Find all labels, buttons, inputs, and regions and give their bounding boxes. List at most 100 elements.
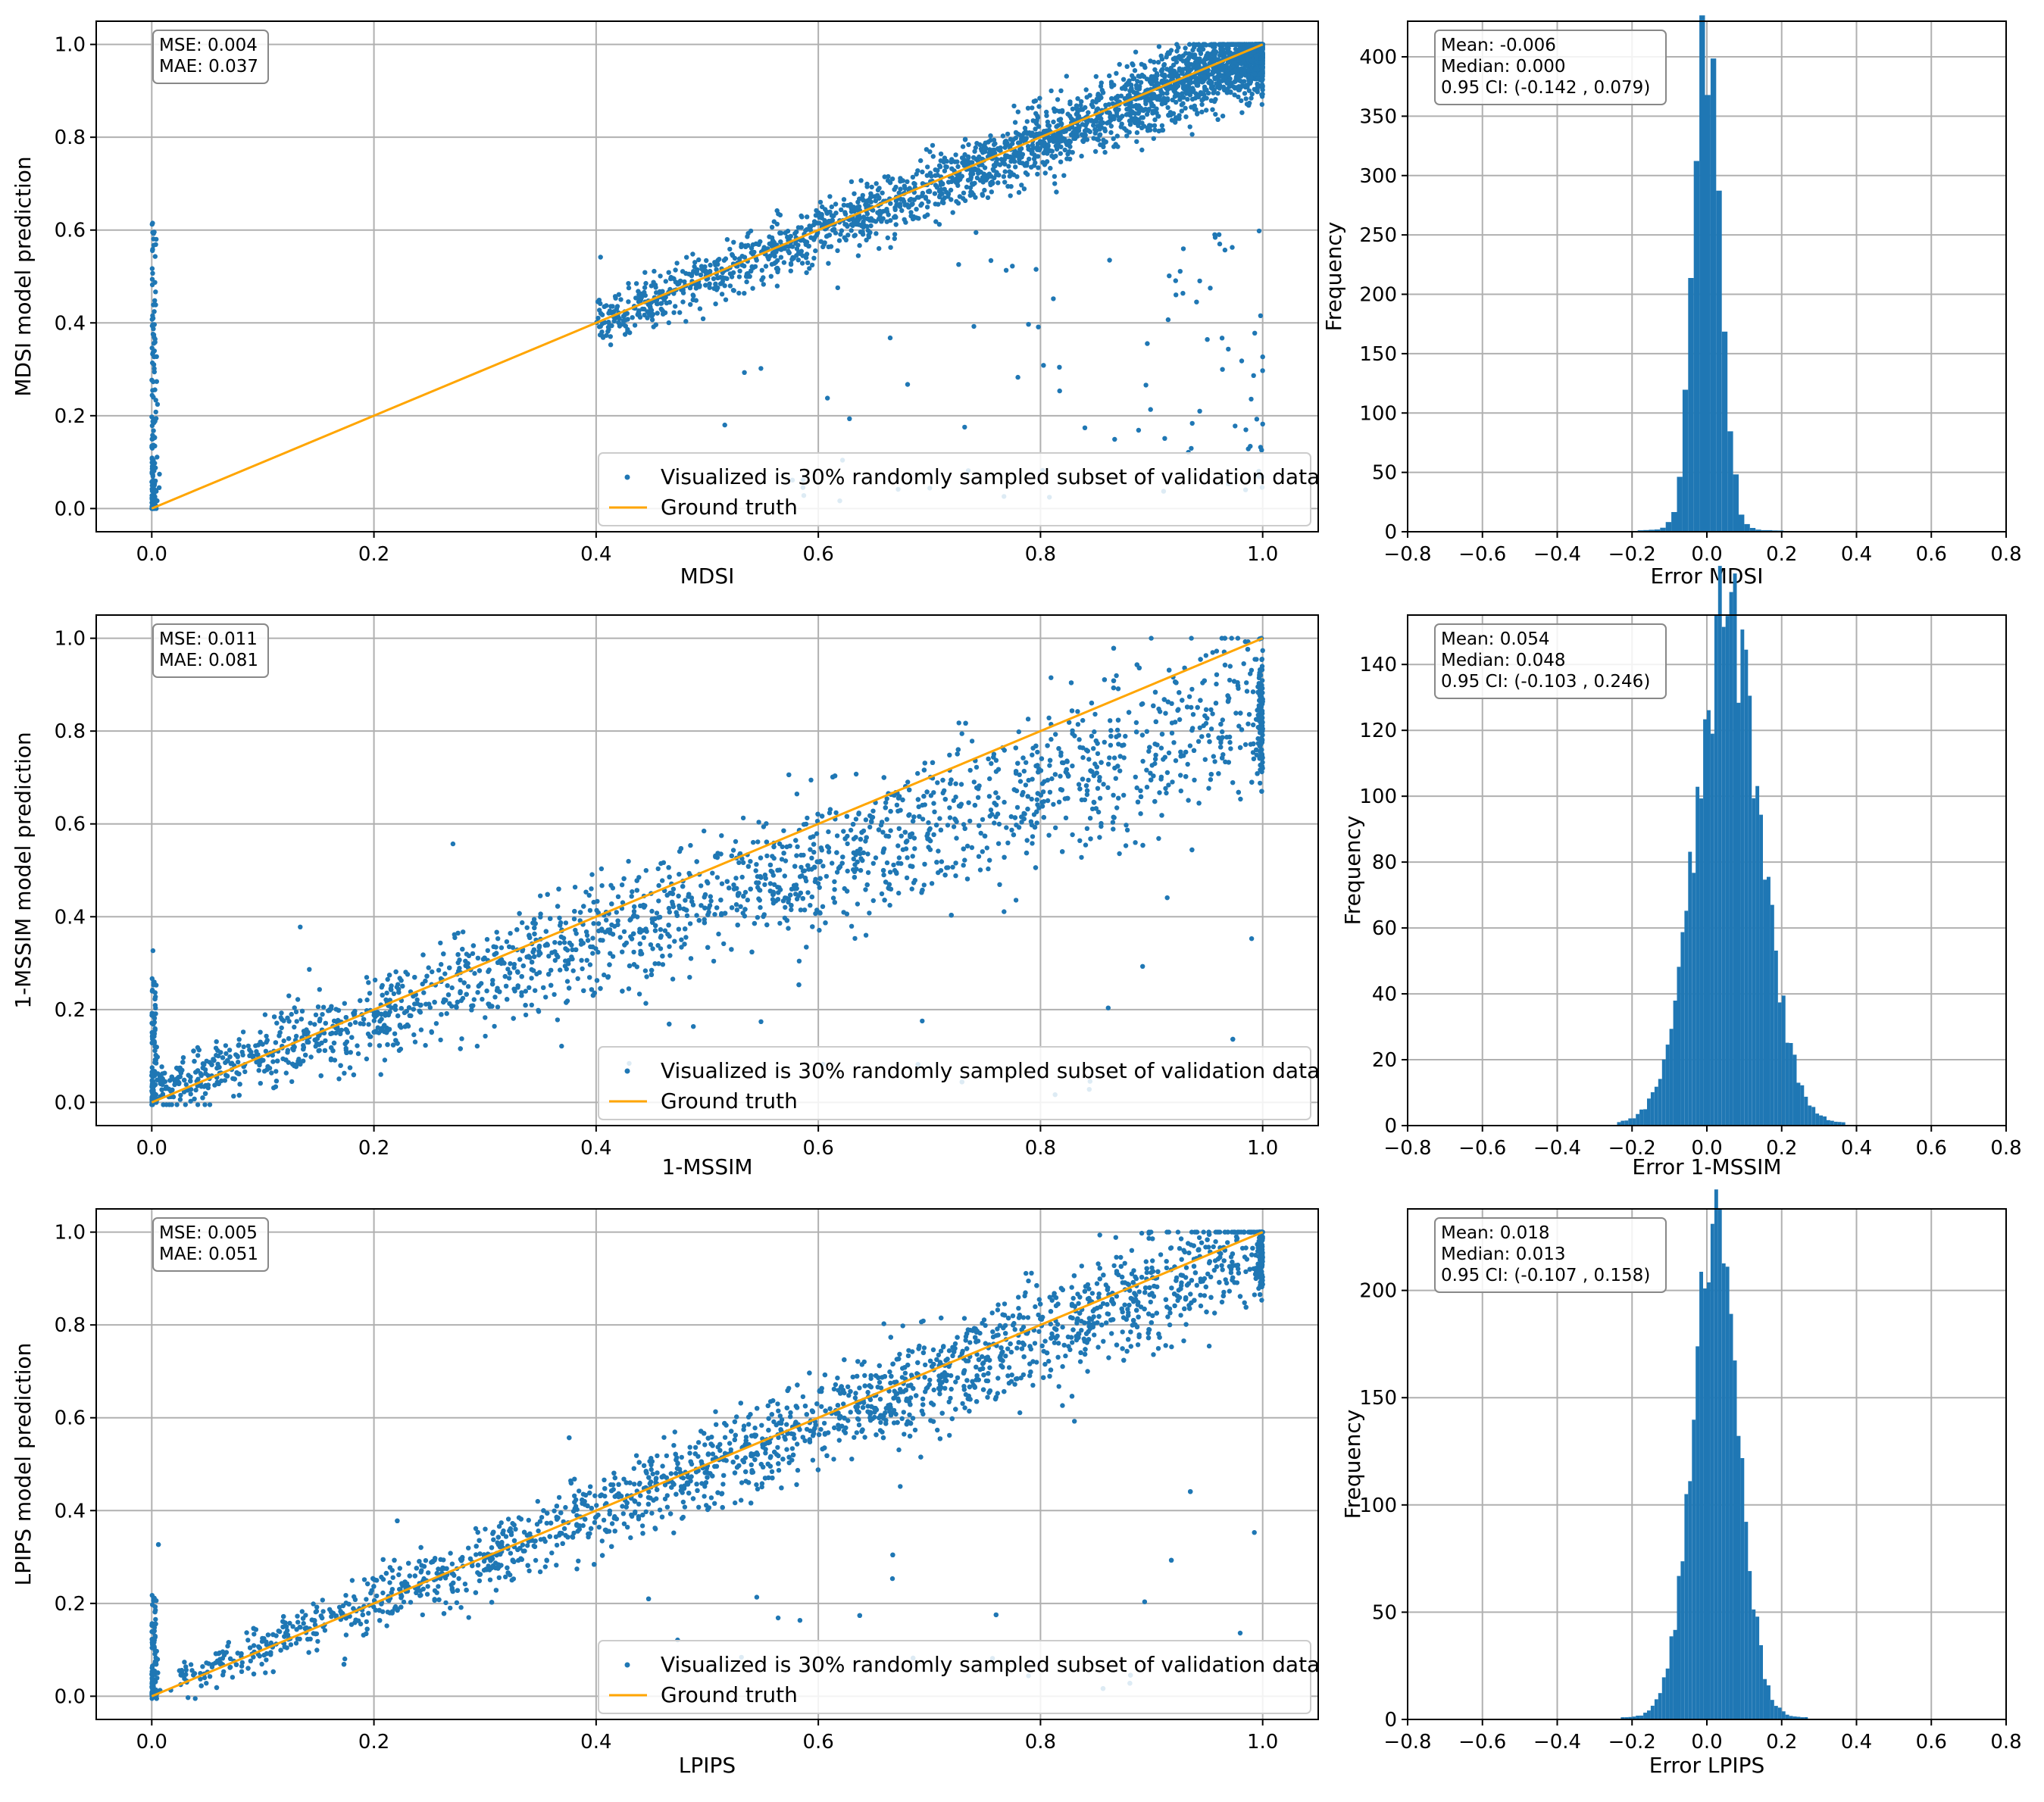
- data-point: [642, 289, 647, 295]
- data-point: [391, 991, 397, 997]
- data-point: [799, 261, 805, 266]
- data-point: [969, 739, 975, 744]
- data-point: [1008, 136, 1014, 142]
- data-point: [736, 256, 742, 261]
- data-point: [930, 142, 936, 148]
- data-point: [1058, 120, 1064, 126]
- data-point: [722, 283, 727, 289]
- data-point: [621, 929, 627, 935]
- data-point: [984, 845, 990, 851]
- data-point: [1186, 798, 1191, 803]
- data-point: [982, 143, 987, 148]
- data-point: [1094, 107, 1099, 113]
- data-point: [240, 1052, 245, 1058]
- x-tick-label: 1.0: [1247, 543, 1278, 566]
- data-point: [1032, 152, 1037, 158]
- data-point: [1111, 83, 1117, 88]
- data-point: [1041, 129, 1047, 134]
- data-point: [1024, 119, 1030, 124]
- data-point: [1111, 792, 1116, 798]
- data-point: [1186, 55, 1192, 61]
- data-point: [1105, 785, 1111, 791]
- histogram-bar: [1693, 161, 1700, 532]
- data-point: [711, 276, 717, 282]
- data-point: [1036, 165, 1041, 170]
- data-point: [795, 225, 802, 230]
- data-point: [839, 207, 844, 213]
- data-point: [748, 228, 754, 234]
- data-point: [1026, 322, 1031, 327]
- data-point: [1167, 73, 1172, 79]
- data-point: [529, 1002, 534, 1008]
- data-point: [936, 163, 942, 168]
- data-point: [666, 270, 671, 275]
- data-point: [609, 323, 614, 329]
- data-point: [1136, 427, 1142, 433]
- data-point: [155, 454, 160, 460]
- data-point: [930, 154, 936, 159]
- data-point: [758, 366, 764, 371]
- data-point: [152, 230, 157, 235]
- data-point: [149, 221, 155, 227]
- x-tick-label: 0.8: [1990, 543, 2021, 566]
- y-tick-label: 0: [1384, 521, 1397, 544]
- data-point: [808, 227, 814, 233]
- data-point: [710, 870, 715, 876]
- data-point: [1164, 895, 1170, 901]
- data-point: [785, 234, 790, 240]
- data-point: [774, 249, 779, 255]
- data-point: [694, 270, 699, 276]
- data-point: [195, 1102, 201, 1107]
- data-point: [743, 244, 749, 249]
- data-point: [552, 992, 557, 998]
- x-tick-label: 0.6: [802, 543, 833, 566]
- data-point: [1058, 117, 1064, 122]
- data-point: [1054, 123, 1059, 130]
- data-point: [610, 304, 615, 309]
- data-point: [708, 262, 713, 268]
- data-point: [994, 172, 999, 177]
- data-point: [949, 157, 955, 162]
- data-point: [1220, 42, 1227, 47]
- data-point: [944, 164, 949, 170]
- data-point: [785, 228, 791, 234]
- data-point: [1025, 172, 1030, 177]
- data-point: [867, 230, 873, 236]
- data-point: [492, 1023, 497, 1029]
- data-point: [942, 155, 948, 161]
- data-point: [1010, 141, 1015, 146]
- data-point: [1056, 799, 1062, 805]
- data-point: [905, 382, 911, 387]
- data-point: [836, 238, 842, 243]
- data-point: [633, 295, 639, 301]
- data-point: [1185, 96, 1190, 102]
- data-point: [536, 1007, 541, 1013]
- data-point: [928, 793, 934, 798]
- data-point: [1186, 694, 1192, 699]
- data-point: [1183, 114, 1189, 120]
- data-point: [690, 297, 695, 303]
- data-point: [763, 264, 769, 269]
- data-point: [936, 848, 941, 854]
- data-point: [1058, 753, 1064, 758]
- data-point: [1116, 795, 1121, 801]
- legend-point-marker: [624, 474, 630, 480]
- data-point: [896, 190, 902, 195]
- data-point: [1025, 717, 1031, 722]
- data-point: [1061, 173, 1067, 178]
- data-point: [931, 801, 936, 806]
- data-point: [787, 843, 792, 849]
- data-point: [1092, 148, 1099, 155]
- data-point: [1145, 341, 1150, 346]
- data-point: [1047, 763, 1052, 768]
- data-point: [1161, 63, 1167, 68]
- data-point: [279, 1010, 284, 1016]
- data-point: [699, 266, 705, 272]
- data-point: [153, 398, 158, 403]
- data-point: [966, 800, 971, 805]
- data-point: [761, 913, 766, 920]
- data-point: [273, 1079, 280, 1084]
- data-point: [904, 875, 910, 881]
- data-point: [691, 293, 696, 298]
- data-point: [924, 205, 930, 210]
